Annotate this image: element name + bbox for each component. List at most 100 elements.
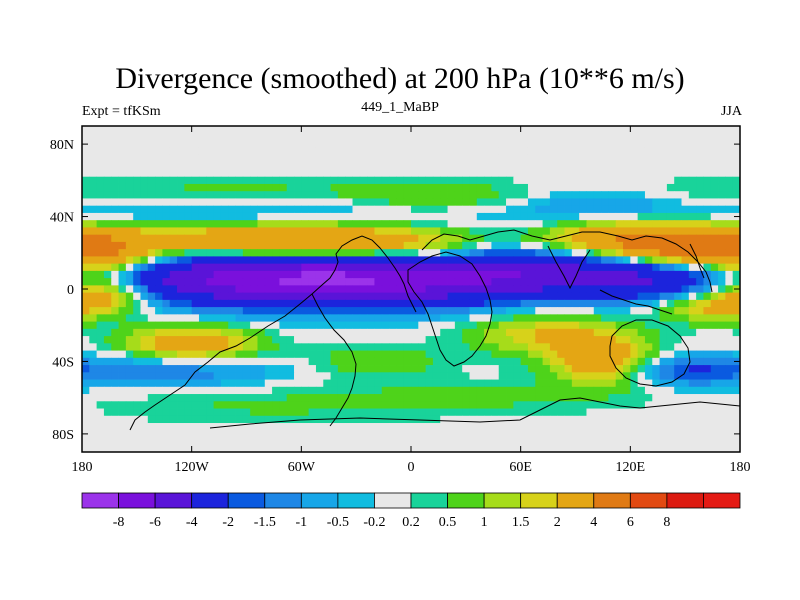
field-cell: [710, 126, 719, 134]
field-cell: [359, 299, 368, 308]
field-cell: [681, 423, 690, 431]
field-cell: [681, 227, 690, 236]
field-cell: [557, 423, 565, 431]
field-cell: [571, 278, 580, 286]
field-cell: [242, 430, 251, 438]
field-cell: [674, 299, 682, 308]
field-cell: [118, 147, 127, 156]
field-cell: [454, 444, 463, 453]
field-cell: [732, 154, 741, 163]
field-cell: [235, 263, 244, 272]
field-cell: [432, 430, 441, 438]
field-cell: [228, 357, 236, 366]
field-cell: [345, 386, 353, 395]
field-cell: [389, 394, 397, 402]
field-cell: [133, 176, 141, 185]
field-cell: [235, 154, 244, 163]
field-cell: [396, 133, 405, 141]
field-cell: [118, 183, 127, 192]
field-cell: [308, 328, 317, 337]
field-cell: [498, 278, 507, 286]
field-cell: [286, 263, 295, 272]
field-cell: [608, 365, 617, 373]
field-cell: [476, 205, 485, 214]
field-cell: [593, 299, 602, 308]
field-cell: [279, 285, 288, 294]
field-cell: [440, 285, 448, 294]
field-cell: [564, 249, 573, 257]
field-cell: [206, 430, 214, 438]
field-cell: [462, 328, 470, 337]
field-cell: [257, 285, 266, 294]
field-cell: [367, 249, 375, 257]
field-cell: [732, 234, 741, 243]
field-cell: [323, 162, 331, 170]
field-cell: [462, 205, 470, 214]
field-cell: [367, 169, 375, 178]
field-cell: [703, 314, 712, 322]
field-cell: [498, 212, 507, 221]
field-cell: [637, 220, 646, 228]
field-cell: [564, 321, 573, 330]
field-cell: [703, 183, 712, 192]
field-cell: [520, 336, 529, 344]
field-cell: [491, 227, 500, 236]
field-cell: [549, 328, 558, 337]
field-cell: [688, 241, 697, 250]
field-cell: [228, 205, 236, 214]
field-cell: [213, 292, 222, 301]
field-cell: [623, 263, 631, 272]
field-cell: [710, 328, 719, 337]
field-cell: [484, 183, 492, 192]
field-cell: [725, 176, 734, 185]
field-cell: [330, 401, 339, 409]
field-cell: [425, 328, 434, 337]
field-cell: [615, 401, 624, 409]
field-cell: [718, 169, 726, 178]
field-cell: [381, 437, 390, 446]
field-cell: [162, 299, 171, 308]
field-cell: [345, 205, 353, 214]
field-cell: [549, 198, 558, 207]
field-cell: [103, 307, 112, 315]
field-cell: [367, 365, 375, 373]
field-cell: [527, 212, 536, 221]
field-cell: [155, 343, 163, 351]
field-cell: [198, 220, 207, 228]
field-cell: [454, 423, 463, 431]
field-cell: [279, 408, 288, 417]
field-cell: [220, 386, 229, 395]
field-cell: [257, 205, 266, 214]
field-cell: [169, 140, 178, 149]
field-cell: [345, 256, 353, 265]
field-cell: [564, 198, 573, 207]
field-cell: [250, 256, 258, 265]
coastline-eurasia: [421, 229, 713, 293]
field-cell: [557, 336, 565, 344]
field-cell: [198, 321, 207, 330]
field-cell: [323, 241, 331, 250]
field-cell: [374, 126, 383, 134]
field-cell: [718, 285, 726, 294]
field-cell: [374, 162, 383, 170]
field-cell: [432, 169, 441, 178]
field-cell: [396, 314, 405, 322]
field-cell: [447, 126, 456, 134]
field-cell: [315, 147, 324, 156]
field-cell: [549, 307, 558, 315]
field-cell: [513, 314, 522, 322]
field-cell: [498, 437, 507, 446]
field-cell: [177, 307, 185, 315]
field-cell: [615, 227, 624, 236]
field-cell: [396, 386, 405, 395]
field-cell: [425, 162, 434, 170]
field-cell: [703, 401, 712, 409]
field-cell: [103, 191, 112, 199]
field-cell: [279, 365, 288, 373]
field-cell: [250, 133, 258, 141]
field-cell: [549, 176, 558, 185]
field-cell: [440, 336, 448, 344]
field-cell: [652, 444, 660, 453]
field-cell: [184, 437, 193, 446]
field-cell: [155, 249, 163, 257]
